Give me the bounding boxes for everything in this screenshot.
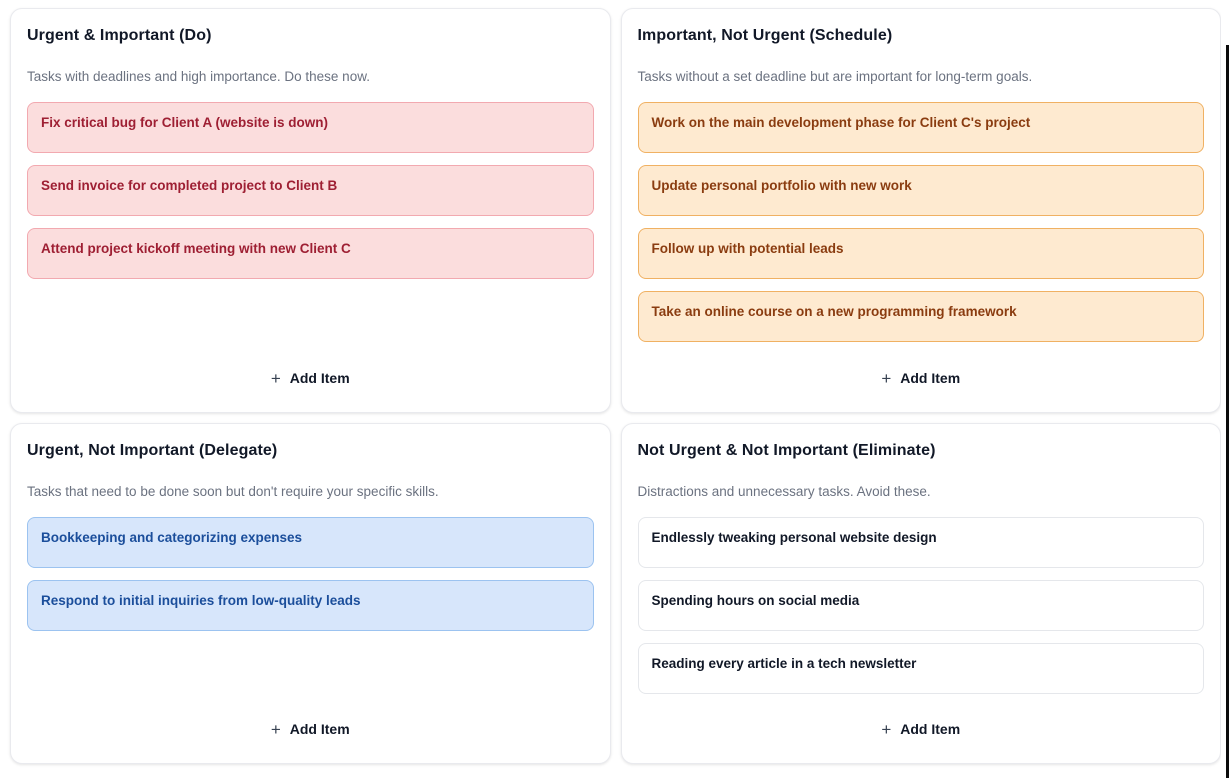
plus-icon: +	[270, 368, 281, 388]
quadrant-delegate: Urgent, Not Important (Delegate) Tasks t…	[10, 423, 611, 764]
task-card[interactable]: Attend project kickoff meeting with new …	[27, 228, 594, 279]
task-card[interactable]: Take an online course on a new programmi…	[637, 291, 1204, 342]
add-item-button[interactable]: + Add Item	[27, 711, 594, 747]
quadrant-eliminate: Not Urgent & Not Important (Eliminate) D…	[620, 423, 1221, 764]
add-item-label: Add Item	[900, 721, 961, 737]
add-item-label: Add Item	[289, 370, 350, 386]
quadrant-description: Tasks with deadlines and high importance…	[27, 69, 370, 84]
task-card[interactable]: Reading every article in a tech newslett…	[637, 643, 1204, 694]
scrollbar[interactable]	[1221, 0, 1231, 778]
scrollbar-thumb[interactable]	[1226, 45, 1229, 778]
task-card[interactable]: Send invoice for completed project to Cl…	[27, 165, 594, 216]
task-list: Bookkeeping and categorizing expenses Res…	[27, 517, 594, 631]
add-item-button[interactable]: + Add Item	[638, 711, 1205, 747]
quadrant-description: Tasks without a set deadline but are imp…	[637, 69, 1033, 84]
quadrant-description: Tasks that need to be done soon but don'…	[27, 484, 439, 499]
task-card[interactable]: Bookkeeping and categorizing expenses	[27, 517, 594, 568]
add-item-label: Add Item	[289, 721, 350, 737]
quadrant-do: Urgent & Important (Do) Tasks with deadl…	[10, 8, 611, 413]
task-card[interactable]: Respond to initial inquiries from low-qu…	[27, 580, 594, 631]
task-list: Fix critical bug for Client A (website i…	[27, 102, 594, 279]
task-card[interactable]: Spending hours on social media	[637, 580, 1204, 631]
task-list: Work on the main development phase for C…	[637, 102, 1204, 342]
plus-icon: +	[270, 719, 281, 739]
add-item-button[interactable]: + Add Item	[27, 360, 594, 396]
quadrant-schedule: Important, Not Urgent (Schedule) Tasks w…	[620, 8, 1221, 413]
task-card[interactable]: Work on the main development phase for C…	[637, 102, 1204, 153]
quadrant-title: Not Urgent & Not Important (Eliminate)	[637, 442, 936, 459]
add-item-button[interactable]: + Add Item	[638, 360, 1205, 396]
quadrant-title: Urgent, Not Important (Delegate)	[27, 442, 278, 459]
task-card[interactable]: Update personal portfolio with new work	[637, 165, 1204, 216]
quadrant-title: Important, Not Urgent (Schedule)	[637, 27, 893, 44]
task-card[interactable]: Endlessly tweaking personal website desi…	[637, 517, 1204, 568]
quadrant-title: Urgent & Important (Do)	[27, 27, 212, 44]
plus-icon: +	[881, 719, 892, 739]
quadrant-description: Distractions and unnecessary tasks. Avoi…	[637, 484, 931, 499]
task-card[interactable]: Fix critical bug for Client A (website i…	[27, 102, 594, 153]
task-card[interactable]: Follow up with potential leads	[637, 228, 1204, 279]
task-list: Endlessly tweaking personal website desi…	[637, 517, 1204, 694]
add-item-label: Add Item	[900, 370, 961, 386]
plus-icon: +	[881, 368, 892, 388]
